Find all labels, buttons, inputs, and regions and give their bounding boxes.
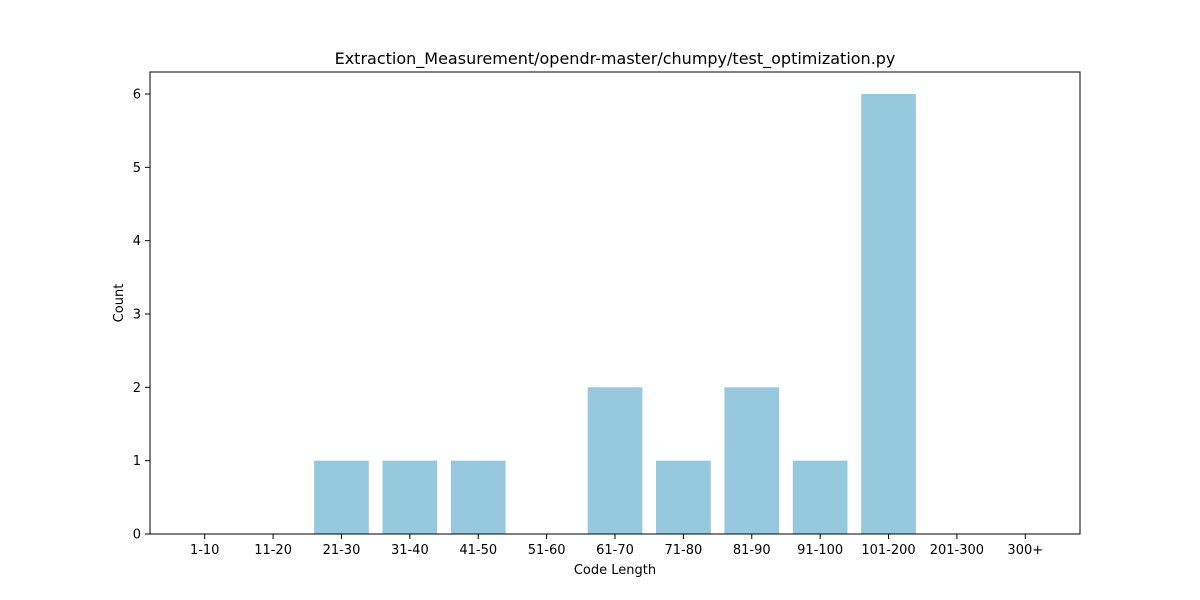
y-tick-label: 1: [133, 454, 141, 469]
bar-101-200: [861, 94, 916, 534]
x-tick-label: 51-60: [528, 543, 566, 558]
x-tick-label: 61-70: [596, 543, 634, 558]
x-tick-label: 41-50: [459, 543, 497, 558]
bar-41-50: [450, 460, 506, 534]
y-tick-label: 2: [133, 381, 141, 396]
bar-31-40: [382, 460, 438, 534]
x-tick-label: 201-300: [930, 543, 984, 558]
bar-61-70: [587, 387, 643, 534]
bars-group: [314, 94, 916, 534]
x-tick-label: 21-30: [323, 543, 361, 558]
chart-title: Extraction_Measurement/opendr-master/chu…: [335, 49, 896, 69]
x-tick-label: 81-90: [733, 543, 771, 558]
bar-21-30: [314, 460, 369, 534]
x-axis: 1-10 11-20 21-30 31-40 41-50 51-60 61-70 71-80 8…: [190, 534, 1043, 558]
x-axis-label: Code Length: [574, 563, 656, 578]
x-tick-label: 11-20: [254, 543, 292, 558]
bar-91-100: [792, 460, 848, 534]
y-axis-label: Count: [112, 284, 127, 323]
x-tick-label: 300+: [1007, 543, 1043, 558]
y-tick-label: 5: [133, 161, 141, 176]
bar-81-90: [724, 387, 780, 534]
bar-71-80: [656, 460, 711, 534]
x-tick-label: 91-100: [797, 543, 843, 558]
y-tick-label: 0: [133, 528, 141, 543]
x-tick-label: 71-80: [664, 543, 702, 558]
x-tick-label: 1-10: [190, 543, 220, 558]
y-tick-label: 4: [133, 234, 141, 249]
y-axis: 0 1 2 3 4 5 6: [133, 88, 150, 543]
x-tick-label: 101-200: [861, 543, 915, 558]
plot-frame: [149, 71, 1081, 535]
x-tick-label: 31-40: [391, 543, 429, 558]
y-tick-label: 3: [133, 308, 141, 323]
y-tick-label: 6: [133, 88, 141, 103]
